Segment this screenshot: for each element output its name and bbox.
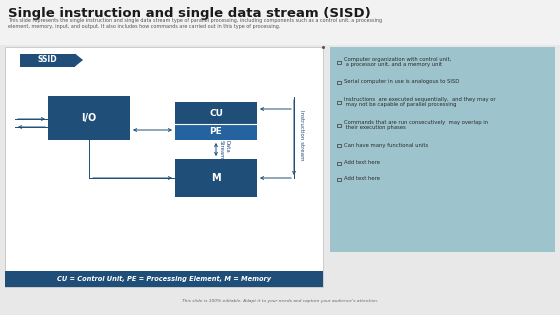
Text: Instructions  are executed sequentially,  and they may or
 may not be capable of: Instructions are executed sequentially, …: [344, 97, 496, 107]
Text: PE: PE: [209, 128, 222, 136]
FancyBboxPatch shape: [5, 47, 323, 287]
Bar: [337, 162, 340, 165]
FancyBboxPatch shape: [20, 54, 75, 66]
Text: Add text here: Add text here: [344, 161, 380, 165]
Text: Serial computer in use is analogous to SISD: Serial computer in use is analogous to S…: [344, 79, 459, 84]
Bar: [337, 177, 340, 181]
Text: Instruction stream: Instruction stream: [299, 110, 304, 160]
Text: Add text here: Add text here: [344, 176, 380, 181]
Text: Data
Stream: Data Stream: [219, 140, 230, 159]
Text: SSID: SSID: [38, 55, 57, 65]
Bar: [337, 100, 340, 104]
Text: CU = Control Unit, PE = Processing Element, M = Memory: CU = Control Unit, PE = Processing Eleme…: [57, 276, 271, 282]
Text: Single instruction and single data stream (SISD): Single instruction and single data strea…: [8, 7, 371, 20]
Text: M: M: [211, 173, 221, 183]
Bar: [337, 123, 340, 127]
Bar: [337, 81, 340, 84]
FancyBboxPatch shape: [175, 124, 257, 140]
Polygon shape: [75, 54, 83, 66]
Bar: [337, 144, 340, 147]
Text: This slide represents the single instruction and single data stream type of para: This slide represents the single instruc…: [8, 18, 382, 29]
FancyBboxPatch shape: [0, 0, 560, 45]
Text: CU: CU: [209, 108, 223, 117]
FancyBboxPatch shape: [175, 159, 257, 197]
FancyBboxPatch shape: [330, 47, 555, 252]
Text: Computer organization with control unit,
 a processor unit, and a memory unit: Computer organization with control unit,…: [344, 57, 451, 67]
FancyBboxPatch shape: [5, 271, 323, 287]
Text: Can have many functional units: Can have many functional units: [344, 142, 428, 147]
FancyBboxPatch shape: [48, 96, 130, 140]
Text: Commands that are run consecutively  may overlap in
 their execution phases: Commands that are run consecutively may …: [344, 120, 488, 130]
Text: I/O: I/O: [81, 113, 97, 123]
Text: This slide is 100% editable. Adapt it to your needs and capture your audience's : This slide is 100% editable. Adapt it to…: [182, 299, 378, 303]
Bar: [337, 60, 340, 64]
FancyBboxPatch shape: [175, 102, 257, 124]
